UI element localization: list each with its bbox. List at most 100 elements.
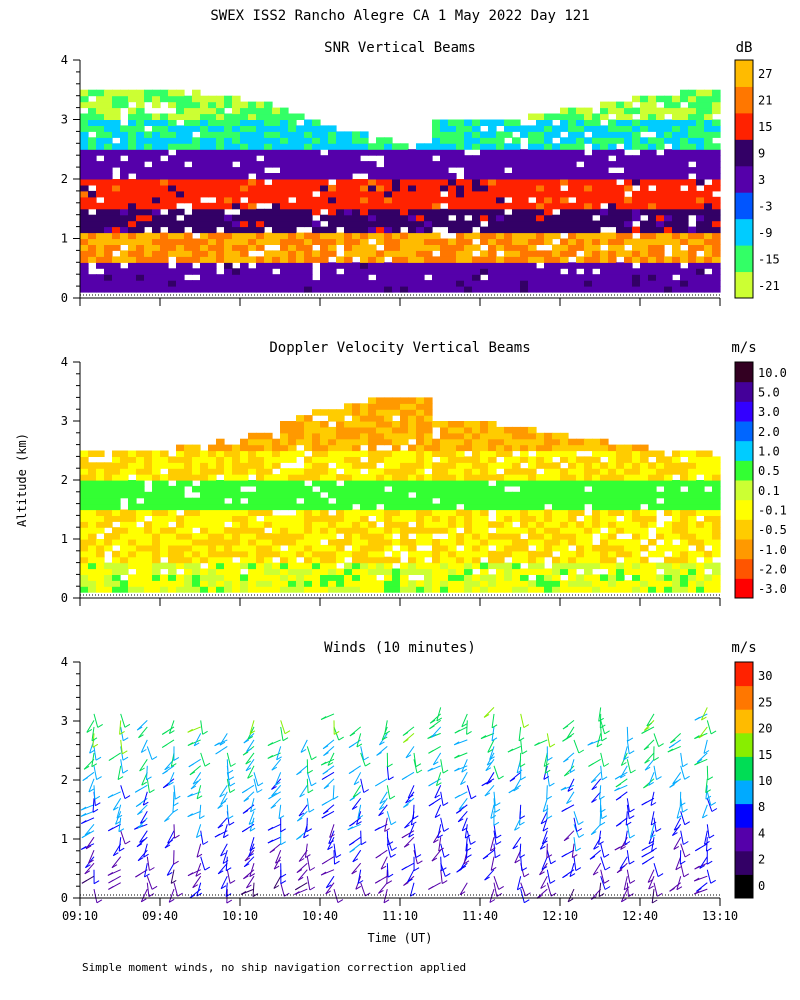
heatmap-cell [600, 208, 609, 216]
heatmap-cell [416, 232, 425, 240]
heatmap-cell [496, 450, 505, 457]
heatmap-cell [616, 509, 625, 516]
heatmap-cell [680, 280, 689, 287]
heatmap-cell [608, 196, 617, 204]
heatmap-cell [248, 280, 257, 287]
heatmap-cell [344, 468, 353, 475]
heatmap-cell [672, 485, 681, 493]
heatmap-cell [584, 256, 593, 263]
heatmap-cell [472, 167, 481, 174]
heatmap-cell [416, 161, 425, 168]
heatmap-cell [664, 173, 673, 180]
heatmap-cell [640, 262, 649, 269]
heatmap-cell [208, 580, 217, 587]
colorbar-label: 2.0 [758, 425, 780, 439]
heatmap-cell [632, 539, 641, 546]
heatmap-cell [312, 580, 321, 587]
heatmap-cell [168, 95, 177, 103]
heatmap-cell [384, 491, 393, 499]
wind-barb [248, 811, 255, 825]
heatmap-cell [248, 480, 257, 487]
colorbar-label: 1.0 [758, 445, 780, 459]
heatmap-cell [632, 485, 641, 493]
heatmap-cell [152, 562, 161, 570]
heatmap-cell [232, 568, 241, 575]
heatmap-cell [464, 268, 473, 275]
heatmap-cell [472, 286, 481, 293]
heatmap-cell [192, 214, 201, 222]
heatmap-cell [248, 438, 257, 446]
heatmap-cell [216, 232, 225, 240]
heatmap-cell [536, 286, 545, 293]
heatmap-cell [464, 173, 473, 180]
wind-barb-flag [438, 847, 444, 852]
wind-barb-flag [280, 841, 286, 846]
heatmap-cell [184, 155, 193, 162]
wind-barb-flag [195, 872, 202, 877]
heatmap-cell [96, 190, 105, 198]
heatmap-cell [376, 456, 385, 463]
heatmap-cell [560, 214, 569, 222]
heatmap-cell [672, 119, 681, 126]
heatmap-cell [224, 113, 233, 120]
heatmap-cell [136, 462, 145, 469]
heatmap-cell [712, 474, 721, 481]
wind-barb-flag [241, 828, 248, 833]
wind-barb-flag [267, 742, 274, 747]
heatmap-cell [640, 161, 649, 168]
heatmap-cell [272, 220, 281, 228]
wind-barb-flag [357, 815, 364, 819]
heatmap-cell [480, 544, 489, 552]
heatmap-cell [464, 444, 473, 452]
heatmap-cell [376, 426, 385, 434]
heatmap-cell [432, 515, 441, 522]
heatmap-cell [216, 184, 225, 192]
heatmap-cell [240, 444, 249, 452]
heatmap-cell [200, 497, 209, 505]
heatmap-cell [656, 244, 665, 251]
heatmap-cell [552, 527, 561, 534]
heatmap-cell [704, 184, 713, 192]
heatmap-cell [576, 274, 585, 281]
heatmap-cell [520, 539, 529, 546]
heatmap-cell [544, 468, 553, 475]
heatmap-cell [376, 438, 385, 446]
heatmap-cell [416, 268, 425, 275]
heatmap-cell [256, 568, 265, 575]
heatmap-cell [184, 256, 193, 263]
heatmap-cell [112, 179, 121, 186]
heatmap-cell [416, 190, 425, 198]
heatmap-cell [136, 544, 145, 552]
wind-barb [245, 759, 255, 772]
heatmap-cell [568, 250, 577, 257]
heatmap-cell [488, 190, 497, 198]
heatmap-cell [640, 226, 649, 234]
heatmap-cell [568, 155, 577, 162]
heatmap-cell [208, 521, 217, 528]
heatmap-cell [440, 149, 449, 156]
heatmap-cell [632, 143, 641, 150]
wind-barb [146, 778, 150, 793]
heatmap-cell [88, 173, 97, 180]
wind-barb [408, 824, 415, 838]
heatmap-cell [472, 274, 481, 281]
heatmap-cell [536, 515, 545, 522]
heatmap-cell [336, 574, 345, 581]
heatmap-cell [456, 556, 465, 564]
heatmap-cell [424, 444, 433, 452]
heatmap-cell [632, 562, 641, 570]
wind-barb-flag [356, 821, 362, 826]
heatmap-cell [288, 503, 297, 511]
heatmap-cell [376, 238, 385, 245]
heatmap-cell [640, 196, 649, 204]
heatmap-cell [200, 456, 209, 463]
heatmap-cell [440, 280, 449, 287]
heatmap-cell [552, 521, 561, 528]
heatmap-cell [512, 155, 521, 162]
heatmap-cell [96, 480, 105, 487]
heatmap-cell [600, 556, 609, 564]
heatmap-cell [344, 515, 353, 522]
wind-barb [93, 713, 99, 728]
heatmap-cell [240, 509, 249, 516]
